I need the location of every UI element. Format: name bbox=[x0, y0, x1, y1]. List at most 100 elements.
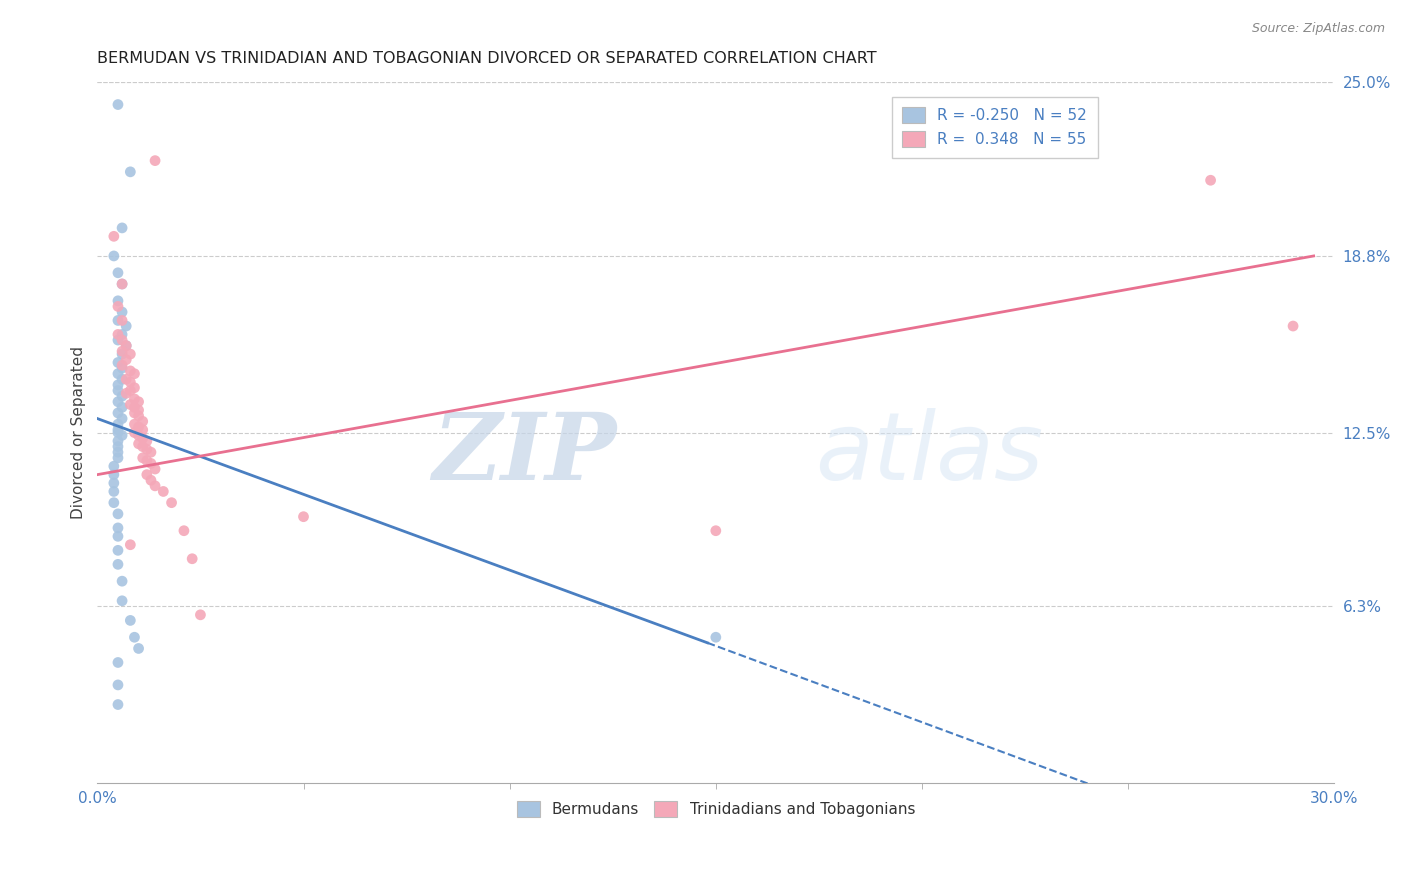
Point bbox=[115, 319, 138, 334]
Point bbox=[124, 425, 146, 440]
Point bbox=[160, 496, 183, 510]
Point bbox=[131, 414, 153, 428]
Point bbox=[131, 431, 153, 445]
Point bbox=[111, 327, 134, 342]
Point bbox=[111, 347, 134, 361]
Point bbox=[139, 445, 162, 459]
Point bbox=[107, 656, 129, 670]
Text: atlas: atlas bbox=[814, 409, 1043, 500]
Point bbox=[107, 425, 129, 440]
Point bbox=[107, 266, 129, 280]
Point bbox=[107, 445, 129, 459]
Point bbox=[135, 434, 157, 448]
Point bbox=[128, 641, 150, 656]
Point bbox=[107, 313, 129, 327]
Point bbox=[111, 401, 134, 415]
Point bbox=[111, 428, 134, 442]
Point bbox=[107, 423, 129, 437]
Point bbox=[115, 372, 138, 386]
Point bbox=[152, 484, 174, 499]
Point bbox=[120, 398, 142, 412]
Point bbox=[128, 394, 150, 409]
Point bbox=[107, 558, 129, 572]
Point bbox=[120, 347, 142, 361]
Point bbox=[103, 496, 125, 510]
Point bbox=[124, 367, 146, 381]
Point bbox=[115, 386, 138, 401]
Point bbox=[704, 524, 727, 538]
Point bbox=[107, 384, 129, 398]
Point bbox=[103, 476, 125, 491]
Point bbox=[131, 450, 153, 465]
Point bbox=[139, 457, 162, 471]
Point bbox=[120, 614, 142, 628]
Point bbox=[111, 411, 134, 425]
Point bbox=[181, 551, 204, 566]
Point bbox=[107, 367, 129, 381]
Point bbox=[135, 453, 157, 467]
Point bbox=[107, 450, 129, 465]
Point bbox=[292, 509, 315, 524]
Point bbox=[111, 344, 134, 359]
Point bbox=[107, 543, 129, 558]
Point bbox=[111, 574, 134, 589]
Point bbox=[107, 406, 129, 420]
Point bbox=[107, 440, 129, 454]
Point bbox=[128, 403, 150, 417]
Point bbox=[111, 277, 134, 291]
Point bbox=[103, 229, 125, 244]
Point bbox=[111, 313, 134, 327]
Point bbox=[124, 630, 146, 644]
Point bbox=[143, 462, 166, 476]
Point bbox=[139, 473, 162, 487]
Point bbox=[107, 327, 129, 342]
Point bbox=[107, 529, 129, 543]
Point bbox=[111, 333, 134, 347]
Y-axis label: Divorced or Separated: Divorced or Separated bbox=[72, 346, 86, 519]
Point bbox=[107, 394, 129, 409]
Point bbox=[107, 521, 129, 535]
Point bbox=[111, 359, 134, 373]
Point bbox=[115, 339, 138, 353]
Point bbox=[124, 417, 146, 432]
Point bbox=[128, 409, 150, 423]
Point bbox=[173, 524, 195, 538]
Point bbox=[111, 305, 134, 319]
Point bbox=[124, 401, 146, 415]
Point bbox=[135, 442, 157, 457]
Point bbox=[143, 479, 166, 493]
Point bbox=[107, 97, 129, 112]
Point bbox=[190, 607, 212, 622]
Point bbox=[124, 392, 146, 406]
Text: BERMUDAN VS TRINIDADIAN AND TOBAGONIAN DIVORCED OR SEPARATED CORRELATION CHART: BERMUDAN VS TRINIDADIAN AND TOBAGONIAN D… bbox=[97, 51, 877, 66]
Text: ZIP: ZIP bbox=[433, 409, 617, 499]
Point bbox=[111, 221, 134, 235]
Point bbox=[103, 459, 125, 474]
Point bbox=[120, 384, 142, 398]
Point bbox=[107, 333, 129, 347]
Point bbox=[111, 372, 134, 386]
Point bbox=[107, 378, 129, 392]
Point bbox=[135, 467, 157, 482]
Point bbox=[107, 698, 129, 712]
Point bbox=[131, 440, 153, 454]
Point bbox=[131, 423, 153, 437]
Point bbox=[107, 417, 129, 432]
Point bbox=[120, 364, 142, 378]
Point bbox=[1199, 173, 1222, 187]
Point bbox=[1282, 319, 1305, 334]
Point bbox=[103, 249, 125, 263]
Point bbox=[115, 352, 138, 367]
Point bbox=[128, 420, 150, 434]
Point bbox=[103, 467, 125, 482]
Point bbox=[107, 507, 129, 521]
Point bbox=[120, 375, 142, 389]
Point bbox=[111, 389, 134, 403]
Legend: Bermudans, Trinidadians and Tobagonians: Bermudans, Trinidadians and Tobagonians bbox=[509, 793, 922, 824]
Point bbox=[128, 437, 150, 451]
Point bbox=[124, 381, 146, 395]
Point bbox=[107, 300, 129, 314]
Point bbox=[103, 484, 125, 499]
Point bbox=[128, 428, 150, 442]
Point bbox=[107, 293, 129, 308]
